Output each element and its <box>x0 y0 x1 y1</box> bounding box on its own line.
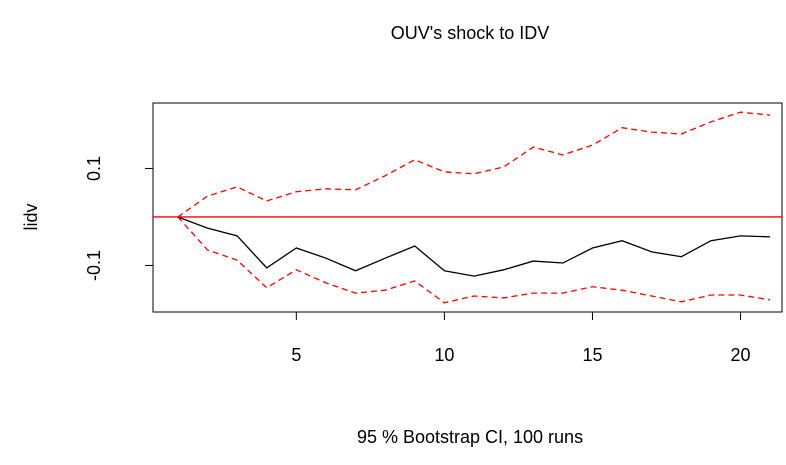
series-line <box>177 216 771 277</box>
y-axis-label: lidv <box>21 203 41 230</box>
x-tick-label: 15 <box>582 345 602 365</box>
chart-title: OUV's shock to IDV <box>391 23 549 43</box>
x-tick-label: 5 <box>291 345 301 365</box>
series-line <box>177 111 771 218</box>
x-tick-label: 20 <box>731 345 751 365</box>
x-tick-label: 10 <box>434 345 454 365</box>
series-line <box>177 216 771 304</box>
x-axis-label: 95 % Bootstrap CI, 100 runs <box>357 427 583 447</box>
y-tick-label: 0.1 <box>84 156 104 181</box>
plot-frame <box>152 102 783 313</box>
y-tick-label: -0.1 <box>84 250 104 281</box>
